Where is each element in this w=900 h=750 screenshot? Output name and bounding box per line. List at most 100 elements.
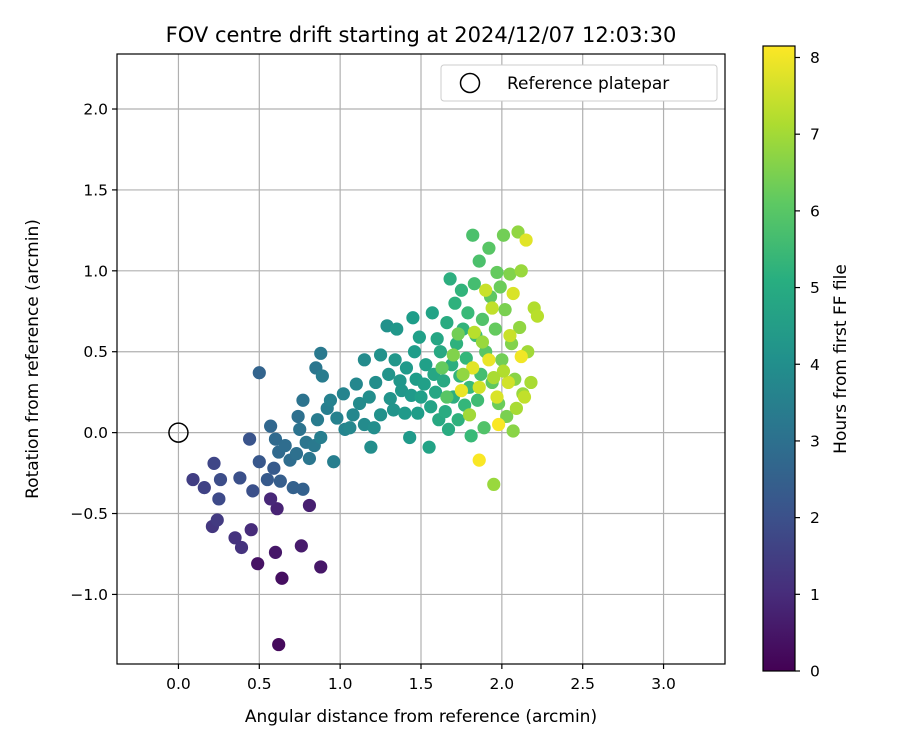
scatter-point [412, 330, 426, 344]
scatter-point [493, 280, 507, 294]
colorbar-tick-label: 7 [810, 126, 820, 144]
y-tick-label: −1.0 [70, 586, 108, 604]
scatter-point [264, 419, 278, 433]
colorbar-tick-label: 1 [810, 586, 820, 604]
scatter-point [514, 264, 528, 278]
scatter-point [212, 492, 226, 506]
scatter-point [511, 225, 525, 239]
x-tick-label: 2.0 [490, 675, 515, 693]
scatter-point [260, 472, 274, 487]
scatter-point [233, 471, 247, 485]
scatter-point [419, 358, 433, 372]
scatter-point [314, 430, 328, 445]
scatter-point [466, 228, 480, 242]
scatter-point [437, 374, 451, 388]
scatter-point [399, 361, 414, 375]
scatter-point [336, 387, 350, 401]
scatter-point [488, 322, 502, 336]
scatter-point [472, 453, 486, 467]
colorbar-tick-label: 5 [810, 279, 820, 297]
scatter-point [503, 267, 517, 281]
x-tick-label: 3.0 [651, 675, 676, 693]
scatter-point [475, 312, 490, 326]
scatter-point [273, 474, 287, 488]
data-points [168, 225, 545, 652]
scatter-point [210, 513, 224, 527]
scatter-point [357, 353, 372, 367]
scatter-point [362, 390, 376, 404]
scatter-point [435, 361, 449, 375]
scatter-point [513, 320, 527, 335]
scatter-point [242, 432, 257, 446]
scatter-point [459, 351, 473, 365]
scatter-point [451, 327, 465, 341]
scatter-point [454, 283, 469, 297]
scatter-point [390, 322, 404, 336]
scatter-point [500, 409, 514, 424]
scatter-point [462, 408, 477, 422]
scatter-point [207, 456, 221, 470]
scatter-point [267, 461, 281, 475]
scatter-point [388, 353, 402, 367]
scatter-point [234, 540, 249, 555]
scatter-point [403, 430, 417, 445]
scatter-point [466, 361, 480, 375]
scatter-point [487, 477, 501, 491]
scatter-point [367, 421, 381, 435]
scatter-point [275, 571, 289, 585]
scatter-point [291, 409, 305, 424]
scatter-point [454, 383, 469, 398]
legend-label: Reference platepar [507, 74, 669, 94]
scatter-point [346, 408, 360, 422]
scatter-point [272, 637, 286, 652]
x-axis-ticks: 0.0 0.5 1.0 1.5 2.0 2.5 3.0 [166, 664, 676, 693]
scatter-point [327, 455, 341, 469]
scatter-point [467, 325, 481, 339]
scatter-point [506, 424, 520, 438]
scatter-point [433, 345, 448, 359]
scatter-point [349, 377, 363, 391]
scatter-point [495, 353, 509, 367]
x-tick-label: 1.0 [328, 675, 353, 693]
colorbar-tick-label: 8 [810, 49, 820, 67]
x-axis-label: Angular distance from reference (arcmin) [245, 707, 597, 727]
scatter-point [519, 233, 533, 247]
colorbar-label: Hours from first FF file [831, 264, 851, 454]
scatter-point [314, 560, 328, 574]
scatter-point [464, 429, 478, 443]
scatter-point [428, 385, 443, 399]
scatter-point [268, 432, 283, 446]
scatter-point [509, 401, 524, 415]
y-tick-label: 2.0 [83, 101, 108, 119]
scatter-point [490, 390, 504, 404]
legend: Reference platepar [440, 64, 718, 102]
scatter-point [498, 303, 512, 317]
scatter-point [482, 241, 496, 255]
scatter-point [323, 393, 338, 407]
colorbar-tick-label: 4 [810, 356, 820, 374]
colorbar-tick-label: 2 [810, 509, 820, 527]
scatter-point [268, 545, 283, 559]
scatter-point [496, 364, 511, 378]
scatter-point [386, 403, 401, 417]
scatter-point [440, 315, 454, 330]
chart-title: FOV centre drift starting at 2024/12/07 … [166, 23, 677, 47]
scatter-point [330, 411, 344, 425]
scatter-point [467, 277, 481, 291]
scatter-point [213, 472, 228, 487]
y-tick-label: 0.5 [83, 343, 108, 361]
scatter-point [446, 348, 460, 362]
scatter-point [373, 348, 388, 362]
x-tick-label: 0.5 [247, 675, 272, 693]
scatter-point [422, 440, 436, 454]
y-tick-label: −0.5 [70, 505, 108, 523]
scatter-point [186, 472, 200, 487]
legend-marker-icon [459, 72, 481, 94]
scatter-point [441, 422, 456, 436]
scatter-point [286, 481, 300, 495]
scatter-point [417, 377, 431, 391]
scatter-point [228, 531, 242, 545]
scatter-point [470, 393, 485, 407]
scatter-point [530, 309, 545, 323]
